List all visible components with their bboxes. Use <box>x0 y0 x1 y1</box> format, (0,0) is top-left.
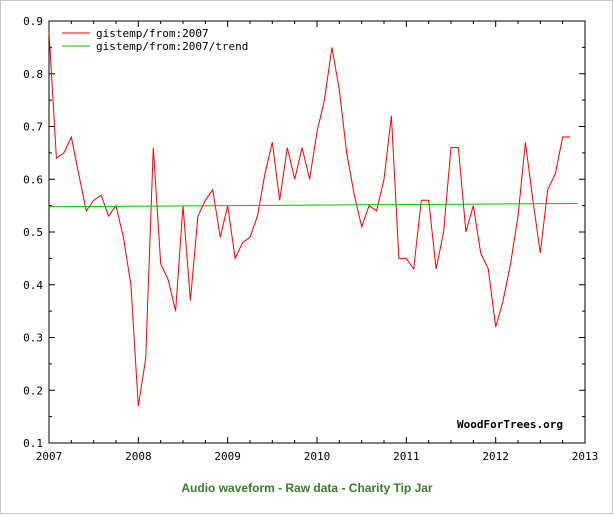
footer-separator: - <box>338 481 349 495</box>
x-tick-label: 2007 <box>36 450 63 463</box>
y-tick-label: 0.4 <box>23 279 43 292</box>
x-tick-label: 2011 <box>393 450 420 463</box>
series-layer <box>48 31 578 407</box>
y-tick-label: 0.2 <box>23 384 43 397</box>
y-tick-label: 0.6 <box>23 173 43 186</box>
series-line-gistemp <box>48 31 571 407</box>
x-tick-label: 2008 <box>125 450 152 463</box>
legend-label-gistemp: gistemp/from:2007 <box>96 27 209 40</box>
legend-label-trend: gistemp/from:2007/trend <box>96 40 248 53</box>
legend: gistemp/from:2007 gistemp/from:2007/tren… <box>62 27 248 53</box>
series-line-trend <box>48 203 578 208</box>
y-tick-label: 0.8 <box>23 68 43 81</box>
y-tick-label: 0.1 <box>23 437 43 450</box>
y-tick-label: 0.5 <box>23 226 43 239</box>
x-tick-label: 2009 <box>214 450 241 463</box>
plot-area <box>48 20 586 444</box>
y-tick-label: 0.7 <box>23 121 43 134</box>
watermark-woodfortrees: WoodForTrees.org <box>457 418 563 431</box>
y-tick-label: 0.9 <box>23 15 43 28</box>
y-axis-tick-labels: 0.1 0.2 0.3 0.4 0.5 0.6 0.7 0.8 0.9 <box>23 15 43 450</box>
charity-tip-jar-link[interactable]: Charity Tip Jar <box>348 481 433 495</box>
x-tick-label: 2012 <box>482 450 509 463</box>
footer-separator: - <box>274 481 286 495</box>
x-tick-label: 2013 <box>572 450 599 463</box>
raw-data-link[interactable]: Raw data <box>285 481 339 495</box>
footer-links: Audio waveform - Raw data - Charity Tip … <box>0 481 614 495</box>
x-axis-tick-labels: 2007 2008 2009 2010 2011 2012 2013 <box>36 450 599 463</box>
audio-waveform-link[interactable]: Audio waveform <box>181 481 275 495</box>
y-tick-label: 0.3 <box>23 332 43 345</box>
x-tick-label: 2010 <box>304 450 331 463</box>
